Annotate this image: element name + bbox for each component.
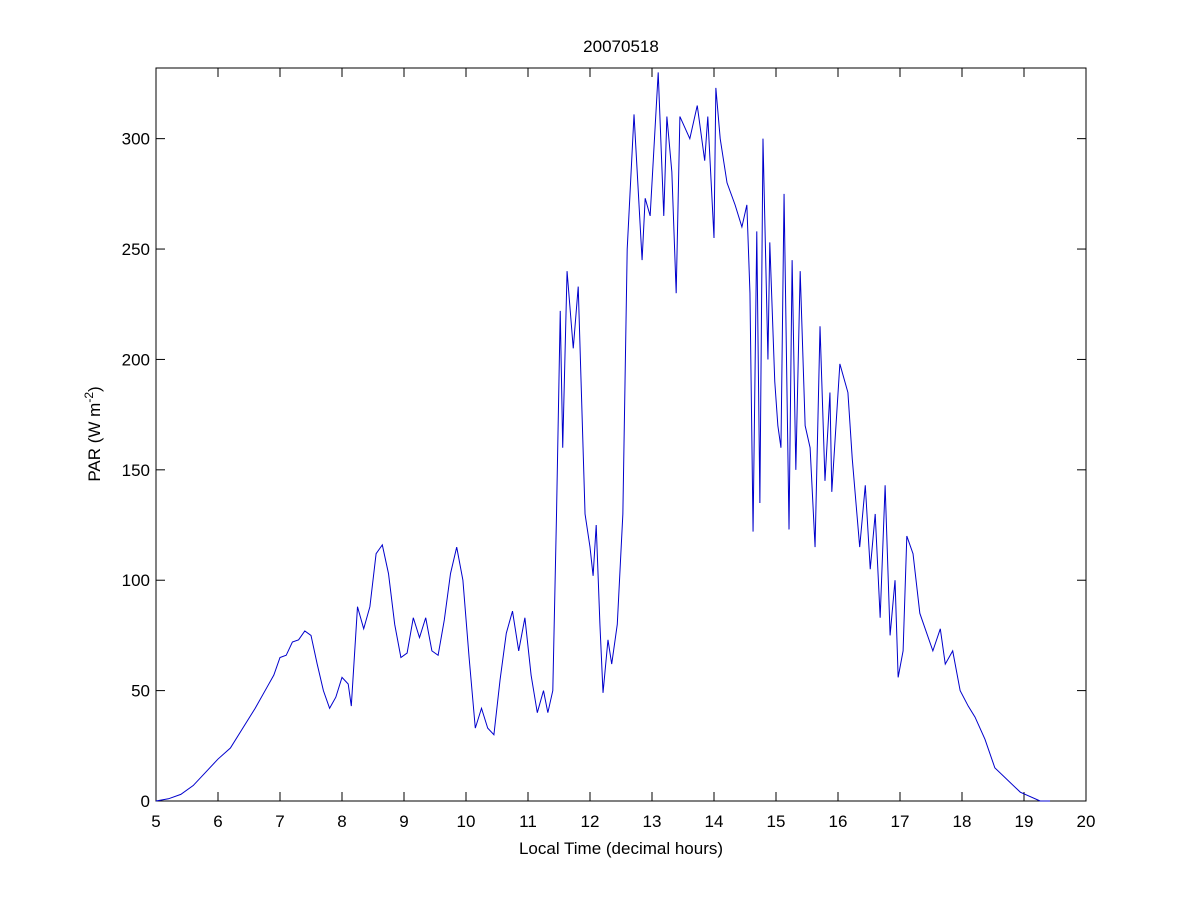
plot-frame	[155, 67, 1087, 802]
y-axis-label-sup: -2	[82, 392, 96, 403]
x-tick-label: 8	[337, 812, 346, 831]
x-tick-label: 13	[643, 812, 662, 831]
x-tick-label: 6	[213, 812, 222, 831]
x-tick-label: 20	[1077, 812, 1096, 831]
x-tick-label: 11	[519, 812, 537, 831]
data-line	[155, 72, 1051, 802]
y-axis-label: PAR (W m-2)	[82, 386, 104, 481]
x-tick-label: 7	[275, 812, 284, 831]
x-axis-label: Local Time (decimal hours)	[519, 839, 723, 858]
y-tick-label: 250	[122, 240, 150, 259]
y-axis-label-main: PAR (W m	[85, 403, 104, 482]
x-tick-label: 19	[1015, 812, 1034, 831]
x-tick-label: 5	[151, 812, 160, 831]
chart-title: 20070518	[583, 37, 659, 56]
y-tick-label: 150	[122, 461, 150, 480]
x-tick-label: 15	[767, 812, 786, 831]
y-tick-label: 100	[122, 571, 150, 590]
x-tick-label: 18	[953, 812, 972, 831]
x-tick-label: 12	[581, 812, 600, 831]
y-axis-label-end: )	[85, 386, 104, 392]
x-tick-label: 9	[399, 812, 408, 831]
x-tick-label: 17	[891, 812, 910, 831]
x-tick-label: 10	[457, 812, 476, 831]
y-tick-label: 300	[122, 130, 150, 149]
x-tick-label: 14	[705, 812, 724, 831]
x-tick-label: 16	[829, 812, 848, 831]
y-tick-label: 0	[141, 792, 150, 811]
y-tick-label: 50	[131, 682, 150, 701]
y-tick-label: 200	[122, 350, 150, 369]
